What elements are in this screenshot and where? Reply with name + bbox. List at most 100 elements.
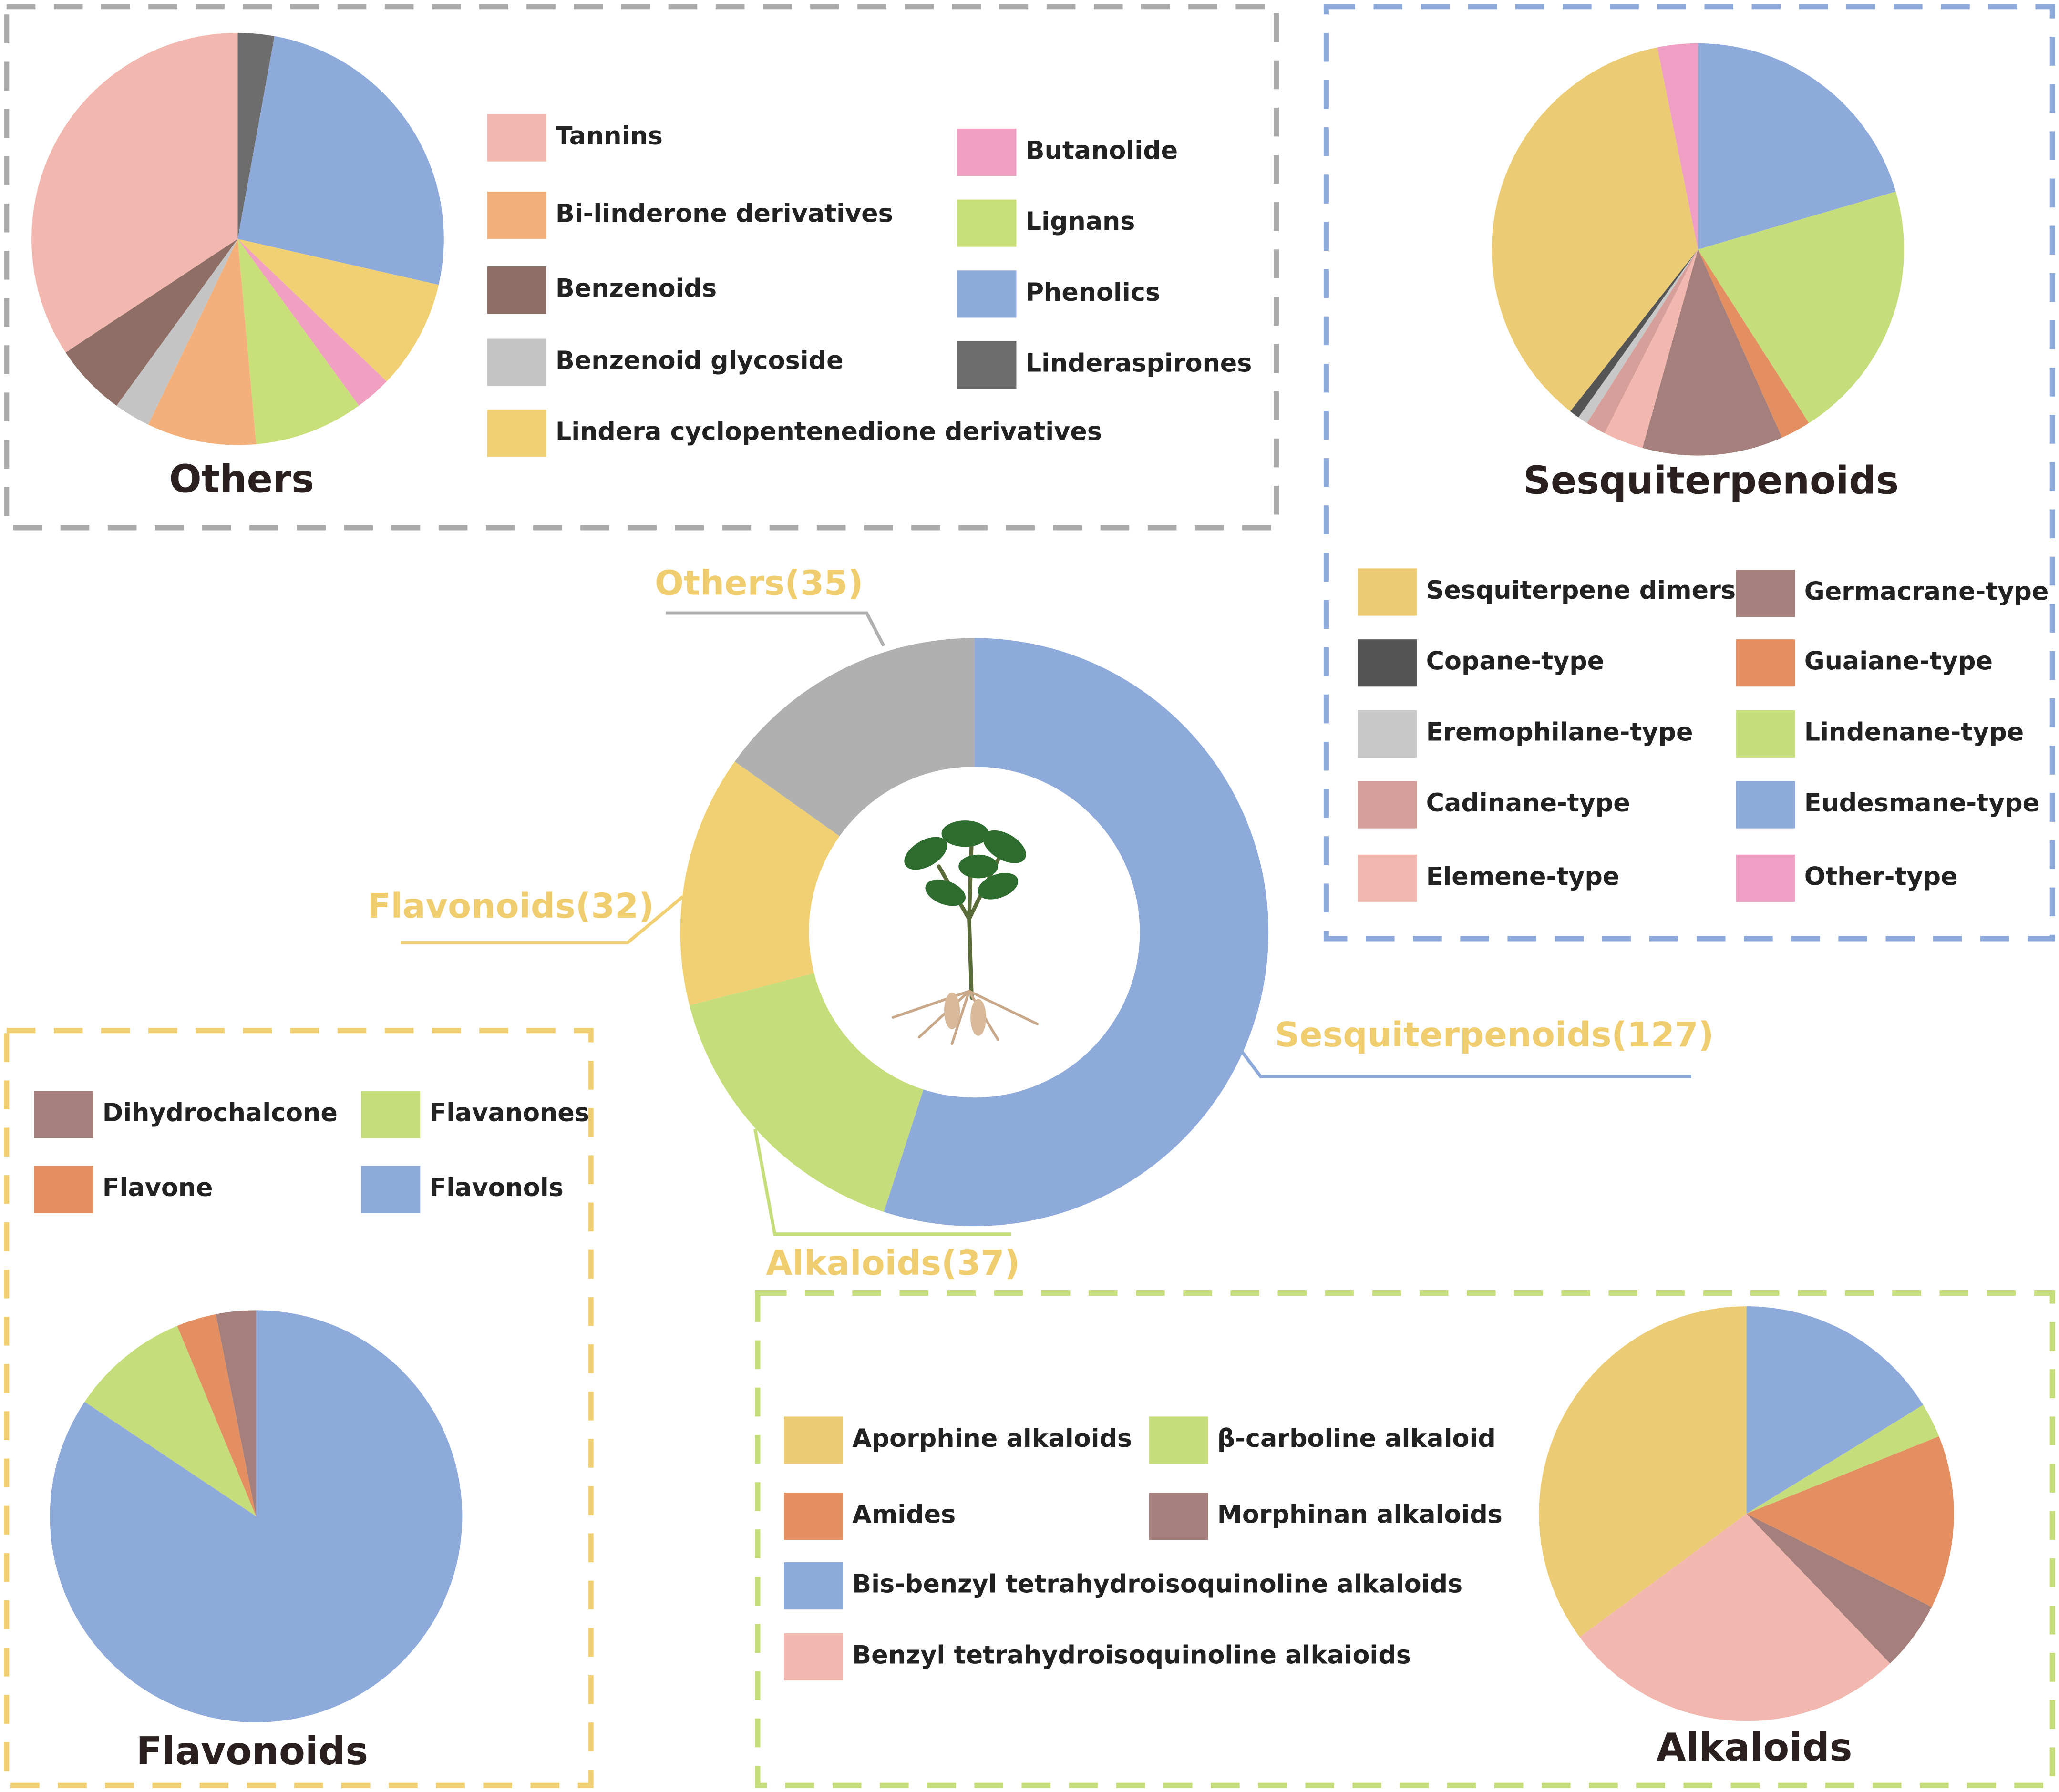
slice: [1698, 191, 1905, 423]
plant-icon: [891, 820, 1039, 1045]
slice: [216, 1310, 256, 1516]
leader: [1239, 1049, 1691, 1078]
legend-label: Flavonols: [430, 1173, 564, 1202]
slice: [1746, 1514, 1932, 1664]
legend-label: Amides: [852, 1500, 956, 1529]
legend-label: Aporphine alkaloids: [852, 1424, 1132, 1453]
legend-label: Eremophilane-type: [1426, 717, 1693, 747]
leaves: [904, 820, 1026, 906]
frame: [1323, 4, 2055, 942]
legend-label: Elemene-type: [1426, 862, 1620, 891]
slice: [1579, 1514, 1890, 1721]
legend-label: Benzyl tetrahydroisoquinoline alkaioids: [852, 1640, 1411, 1669]
leader: [400, 895, 684, 944]
slice: [237, 239, 387, 406]
legend-label: Morphinan alkaloids: [1217, 1500, 1503, 1529]
slice: [1698, 249, 1809, 438]
slice: [689, 973, 924, 1212]
slice: [1578, 249, 1698, 423]
legend-swatch: [1358, 710, 1417, 758]
slice: [1642, 249, 1782, 456]
legend-label: Flavanones: [430, 1098, 589, 1127]
legend-label: Dihydrochalcone: [103, 1098, 338, 1127]
legend-swatch: [784, 1562, 843, 1610]
legend-swatch: [1736, 710, 1795, 758]
legend-swatch: [784, 1633, 843, 1680]
chart-title: Others: [169, 457, 314, 502]
legend-label: Linderaspirones: [1026, 349, 1252, 378]
slice: [50, 1310, 463, 1723]
legend-label: Benzenoid glycoside: [556, 346, 844, 375]
data-label: Sesquiterpenoids(127): [1275, 1015, 1714, 1055]
chart-title: Sesquiterpenoids: [1524, 458, 1899, 502]
legend-swatch: [1736, 854, 1795, 902]
legend-swatch: [1358, 639, 1417, 687]
slice: [1746, 1436, 1954, 1608]
root: [944, 992, 960, 1030]
root: [970, 999, 987, 1036]
legend-label: Phenolics: [1026, 278, 1160, 307]
legend-swatch: [784, 1416, 843, 1464]
legend-swatch: [487, 192, 546, 239]
leader: [666, 611, 885, 647]
legend-swatch: [1358, 568, 1417, 616]
legend-swatch: [957, 128, 1017, 176]
slice: [1539, 1306, 1747, 1637]
slice: [31, 32, 238, 353]
slice: [1492, 47, 1698, 411]
slice: [680, 761, 840, 1005]
leaders: [400, 611, 1691, 1236]
chart-title: Alkaloids: [1657, 1725, 1853, 1770]
legend-label: Bis-benzyl tetrahydroisoquinoline alkalo…: [852, 1570, 1462, 1599]
legend-label: Eudesmane-type: [1804, 788, 2039, 818]
legend-swatch: [1358, 781, 1417, 829]
legend-swatch: [1736, 781, 1795, 829]
legend-swatch: [1736, 639, 1795, 687]
slice: [237, 36, 444, 285]
legend-label: Guaiane-type: [1804, 647, 1993, 676]
slice: [237, 32, 275, 239]
data-label: Flavonoids(32): [368, 886, 654, 926]
frame: [4, 4, 1279, 531]
slice: [237, 239, 359, 444]
data-label: Others(35): [655, 563, 864, 603]
legend-label: Lignans: [1026, 207, 1135, 236]
slice: [65, 239, 238, 406]
legend-swatch: [784, 1493, 843, 1540]
legend-label: Flavone: [103, 1173, 213, 1202]
legend-label: Sesquiterpene dimers: [1426, 576, 1736, 605]
roots: [891, 990, 1039, 1045]
frames: [4, 4, 2055, 1788]
legend-swatch: [957, 199, 1017, 247]
slice: [1746, 1405, 1939, 1514]
legend-label: Benzenoids: [556, 274, 717, 303]
legend-label: β-carboline alkaloid: [1217, 1424, 1496, 1453]
legend-label: Lindera cyclopentenedione derivatives: [556, 417, 1102, 446]
legend-swatch: [1149, 1493, 1208, 1540]
leader: [753, 1128, 1011, 1236]
chart-title: Flavonoids: [136, 1729, 368, 1773]
legend-swatch: [487, 338, 546, 386]
slice: [148, 239, 257, 445]
legend-swatch: [361, 1091, 421, 1138]
slice: [734, 638, 975, 836]
legend-swatch: [1358, 854, 1417, 902]
slice: [84, 1326, 256, 1516]
slice: [1570, 249, 1698, 418]
legend-swatch: [487, 114, 546, 162]
legend-swatch: [487, 410, 546, 457]
data-label: Alkaloids(37): [766, 1243, 1020, 1283]
slice: [1698, 43, 1896, 250]
legend-swatch: [1736, 570, 1795, 617]
legend-swatch: [34, 1091, 93, 1138]
slice: [884, 638, 1269, 1227]
frame: [4, 1028, 594, 1788]
legend-label: Butanolide: [1026, 136, 1178, 165]
legend-label: Bi-linderone derivatives: [556, 199, 893, 228]
legend-swatch: [361, 1166, 421, 1213]
legend-swatch: [1149, 1416, 1208, 1464]
legend-swatch: [957, 341, 1017, 389]
legend-label: Other-type: [1804, 862, 1958, 891]
legend-label: Lindenane-type: [1804, 717, 2024, 747]
